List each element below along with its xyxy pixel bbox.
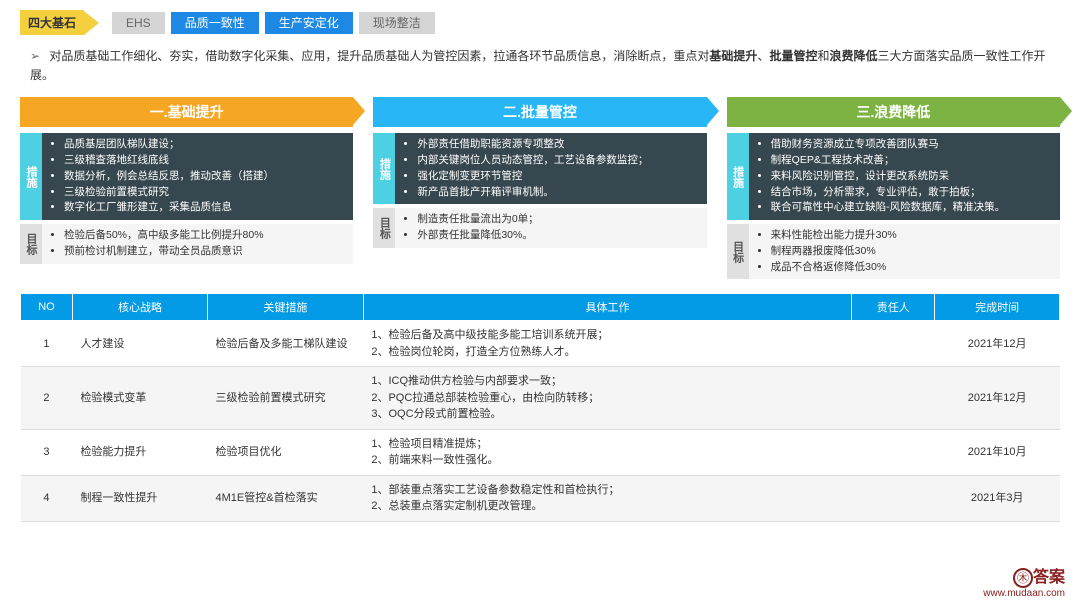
watermark: ㊍答案 www.mudaan.com <box>983 568 1065 600</box>
pillar-column: 三.浪费降低措施借助财务资源成立专项改善团队赛马制程QEP&工程技术改善；来料风… <box>727 97 1060 283</box>
table-cell <box>852 367 935 430</box>
table-cell: 人才建设 <box>72 321 207 367</box>
table-cell: 检验项目优化 <box>208 429 364 475</box>
action-table: NO核心战略关键措施具体工作责任人完成时间 1人才建设检验后备及多能工梯队建设1… <box>20 293 1060 522</box>
table-header: 责任人 <box>852 294 935 321</box>
list-item: 制程QEP&工程技术改善； <box>771 153 1052 169</box>
intro-pre: 对品质基础工作细化、夯实，借助数字化采集、应用，提升品质基础人为管控因素，拉通各… <box>49 49 709 63</box>
table-cell <box>852 429 935 475</box>
list-item: 检验后备50%，高中级多能工比例提升80% <box>64 228 345 244</box>
header-tag: EHS <box>112 12 165 34</box>
table-cell: 1、ICQ推动供方检验与内部要求一致； 2、PQC拉通总部装检验重心，由检向防转… <box>363 367 851 430</box>
header-tag: 生产安定化 <box>265 12 353 34</box>
list-item: 借助财务资源成立专项改善团队赛马 <box>771 137 1052 153</box>
table-header: NO <box>21 294 73 321</box>
table-row: 4制程一致性提升4M1E管控&首检落实1、部装重点落实工艺设备参数稳定性和首检执… <box>21 475 1060 521</box>
table-header: 具体工作 <box>363 294 851 321</box>
table-cell <box>852 321 935 367</box>
table-cell: 2021年12月 <box>935 321 1060 367</box>
list-item: 数字化工厂雏形建立，采集品质信息 <box>64 200 345 216</box>
list-item: 内部关键岗位人员动态管控，工艺设备参数监控； <box>417 153 698 169</box>
header-tag: 现场整洁 <box>359 12 435 34</box>
list-item: 联合可靠性中心建立缺陷-风险数据库，精准决策。 <box>771 200 1052 216</box>
header-row: 四大基石 EHS 品质一致性生产安定化现场整洁 <box>20 10 1060 35</box>
table-row: 2检验模式变革三级检验前置模式研究1、ICQ推动供方检验与内部要求一致； 2、P… <box>21 367 1060 430</box>
list-item: 成品不合格返修降低30% <box>771 260 1052 276</box>
table-cell: 1、部装重点落实工艺设备参数稳定性和首检执行； 2、总装重点落实定制机更改管理。 <box>363 475 851 521</box>
measure-list: 借助财务资源成立专项改善团队赛马制程QEP&工程技术改善；来料风险识别管控，设计… <box>749 133 1060 220</box>
list-item: 数据分析，例会总结反思，推动改善（搭建） <box>64 169 345 185</box>
table-cell: 检验模式变革 <box>72 367 207 430</box>
target-list: 制造责任批量流出为0单；外部责任批量降低30%。 <box>395 208 706 248</box>
table-header: 完成时间 <box>935 294 1060 321</box>
pillar-title: 二.批量管控 <box>373 97 706 127</box>
foundation-badge: 四大基石 <box>20 10 84 35</box>
pillar-title: 一.基础提升 <box>20 97 353 127</box>
list-item: 来料性能检出能力提升30% <box>771 228 1052 244</box>
measure-list: 品质基层团队梯队建设；三级稽查落地红线底线数据分析，例会总结反思，推动改善（搭建… <box>42 133 353 220</box>
intro-b1: 基础提升 <box>709 49 757 63</box>
table-cell: 1、检验后备及高中级技能多能工培训系统开展； 2、检验岗位轮岗，打造全方位熟练人… <box>363 321 851 367</box>
header-tag: 品质一致性 <box>171 12 259 34</box>
table-cell: 2 <box>21 367 73 430</box>
watermark-logo-icon: ㊍ <box>1013 568 1033 588</box>
table-header: 关键措施 <box>208 294 364 321</box>
table-cell: 1、检验项目精准提炼； 2、前端来料一致性强化。 <box>363 429 851 475</box>
list-item: 三级稽查落地红线底线 <box>64 153 345 169</box>
pillar-title: 三.浪费降低 <box>727 97 1060 127</box>
table-row: 1人才建设检验后备及多能工梯队建设1、检验后备及高中级技能多能工培训系统开展； … <box>21 321 1060 367</box>
table-cell: 3 <box>21 429 73 475</box>
measure-label: 措施 <box>373 133 395 204</box>
table-cell: 2021年12月 <box>935 367 1060 430</box>
table-cell: 检验后备及多能工梯队建设 <box>208 321 364 367</box>
table-cell: 4M1E管控&首检落实 <box>208 475 364 521</box>
table-cell: 制程一致性提升 <box>72 475 207 521</box>
list-item: 三级检验前置模式研究 <box>64 185 345 201</box>
list-item: 预前检讨机制建立，带动全员品质意识 <box>64 244 345 260</box>
table-row: 3检验能力提升检验项目优化1、检验项目精准提炼； 2、前端来料一致性强化。 202… <box>21 429 1060 475</box>
target-label: 目标 <box>373 208 395 248</box>
table-header: 核心战略 <box>72 294 207 321</box>
intro-text: 对品质基础工作细化、夯实，借助数字化采集、应用，提升品质基础人为管控因素，拉通各… <box>30 47 1060 85</box>
table-cell: 三级检验前置模式研究 <box>208 367 364 430</box>
list-item: 新产品首批产开箱评审机制。 <box>417 185 698 201</box>
list-item: 来料风险识别管控，设计更改系统防呆 <box>771 169 1052 185</box>
table-cell: 1 <box>21 321 73 367</box>
watermark-url: www.mudaan.com <box>983 588 1065 599</box>
arrow-icon <box>84 11 99 35</box>
pillars-container: 一.基础提升措施品质基层团队梯队建设；三级稽查落地红线底线数据分析，例会总结反思… <box>20 97 1060 283</box>
target-label: 目标 <box>20 224 42 264</box>
target-list: 来料性能检出能力提升30%制程两器报废降低30%成品不合格返修降低30% <box>749 224 1060 279</box>
table-cell: 检验能力提升 <box>72 429 207 475</box>
measure-label: 措施 <box>727 133 749 220</box>
watermark-name: 答案 <box>1033 569 1065 586</box>
list-item: 制造责任批量流出为0单； <box>417 212 698 228</box>
list-item: 制程两器报废降低30% <box>771 244 1052 260</box>
list-item: 品质基层团队梯队建设； <box>64 137 345 153</box>
list-item: 结合市场，分析需求，专业评估，敢于拍板； <box>771 185 1052 201</box>
table-cell: 2021年3月 <box>935 475 1060 521</box>
list-item: 外部责任借助职能资源专项整改 <box>417 137 698 153</box>
target-list: 检验后备50%，高中级多能工比例提升80%预前检讨机制建立，带动全员品质意识 <box>42 224 353 264</box>
list-item: 强化定制变更环节管控 <box>417 169 698 185</box>
measure-label: 措施 <box>20 133 42 220</box>
intro-b2: 批量管控 <box>769 49 817 63</box>
table-cell: 2021年10月 <box>935 429 1060 475</box>
pillar-column: 一.基础提升措施品质基层团队梯队建设；三级稽查落地红线底线数据分析，例会总结反思… <box>20 97 353 283</box>
measure-list: 外部责任借助职能资源专项整改内部关键岗位人员动态管控，工艺设备参数监控；强化定制… <box>395 133 706 204</box>
table-cell <box>852 475 935 521</box>
pillar-column: 二.批量管控措施外部责任借助职能资源专项整改内部关键岗位人员动态管控，工艺设备参… <box>373 97 706 283</box>
list-item: 外部责任批量降低30%。 <box>417 228 698 244</box>
target-label: 目标 <box>727 224 749 279</box>
intro-b3: 浪费降低 <box>829 49 877 63</box>
table-cell: 4 <box>21 475 73 521</box>
